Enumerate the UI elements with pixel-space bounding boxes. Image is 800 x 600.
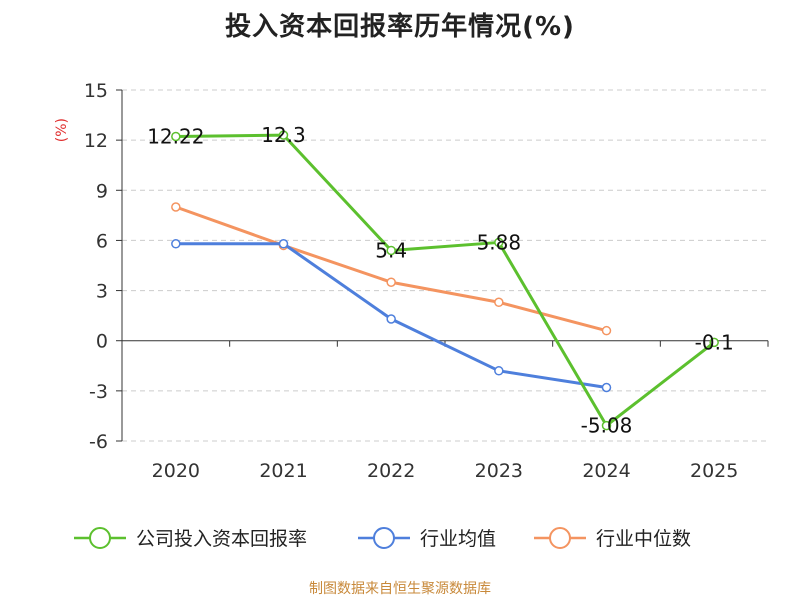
x-tick-label: 2023	[475, 460, 523, 482]
data-label: 5.4	[375, 238, 407, 262]
x-tick-label: 2020	[152, 460, 200, 482]
series-line	[175, 205, 607, 333]
data-point	[171, 131, 181, 142]
legend-label: 行业中位数	[596, 528, 691, 550]
y-axis-label: (%)	[54, 118, 70, 142]
data-point	[278, 239, 289, 249]
data-label: -0.1	[695, 330, 734, 354]
legend-item: 公司投入资本回报率	[74, 527, 307, 550]
data-point	[171, 239, 181, 249]
data-point	[601, 382, 612, 393]
data-point	[494, 237, 504, 248]
data-point	[709, 337, 719, 348]
data-point	[171, 202, 181, 212]
legend-label: 公司投入资本回报率	[136, 528, 307, 550]
legend-marker	[373, 527, 395, 549]
x-tick-label: 2024	[582, 460, 630, 482]
y-tick-label: 3	[96, 281, 108, 303]
label-layer: 12.22 12.3 5.4 5.88 -5.08 -0.1	[147, 123, 733, 437]
data-point	[386, 277, 396, 287]
data-label: -5.08	[581, 414, 633, 438]
data-point	[601, 325, 612, 336]
legend-item: 行业中位数	[534, 527, 691, 550]
y-tick-label: 6	[96, 230, 108, 252]
y-tick-label: 12	[84, 130, 108, 152]
x-tick-label: 2021	[259, 460, 307, 482]
series-layer	[171, 130, 719, 431]
data-label: 12.3	[261, 123, 306, 147]
data-point	[494, 366, 504, 376]
x-tick-label: 2025	[690, 460, 738, 482]
y-tick-label: 15	[84, 80, 108, 102]
x-tick-label: 2022	[367, 460, 415, 482]
legend-marker	[89, 527, 111, 549]
y-tick-label: -3	[89, 381, 108, 403]
series-line	[175, 133, 716, 428]
chart-title: 投入资本回报率历年情况(%)	[225, 12, 575, 42]
legend-item: 行业均值	[358, 527, 496, 550]
grid-layer	[122, 89, 768, 442]
data-point	[494, 297, 504, 308]
data-point	[278, 130, 289, 140]
y-tick-label: 0	[96, 331, 108, 353]
y-tick-label: -6	[89, 431, 108, 453]
data-point	[386, 314, 396, 324]
y-tick-label: 9	[96, 180, 108, 202]
data-point	[601, 420, 612, 431]
source-footer: 制图数据来自恒生聚源数据库	[309, 581, 491, 597]
legend-label: 行业均值	[420, 528, 496, 550]
data-label: 5.88	[477, 230, 522, 254]
legend: 公司投入资本回报率 行业均值 行业中位数	[74, 527, 691, 550]
data-label: 12.22	[147, 124, 204, 148]
data-point	[386, 245, 396, 256]
axis-layer: 15 12 9 6 3 0 -3 -6 2020 2021 2022 2023 2024 2025 (%)	[54, 80, 769, 482]
legend-marker	[549, 527, 571, 549]
